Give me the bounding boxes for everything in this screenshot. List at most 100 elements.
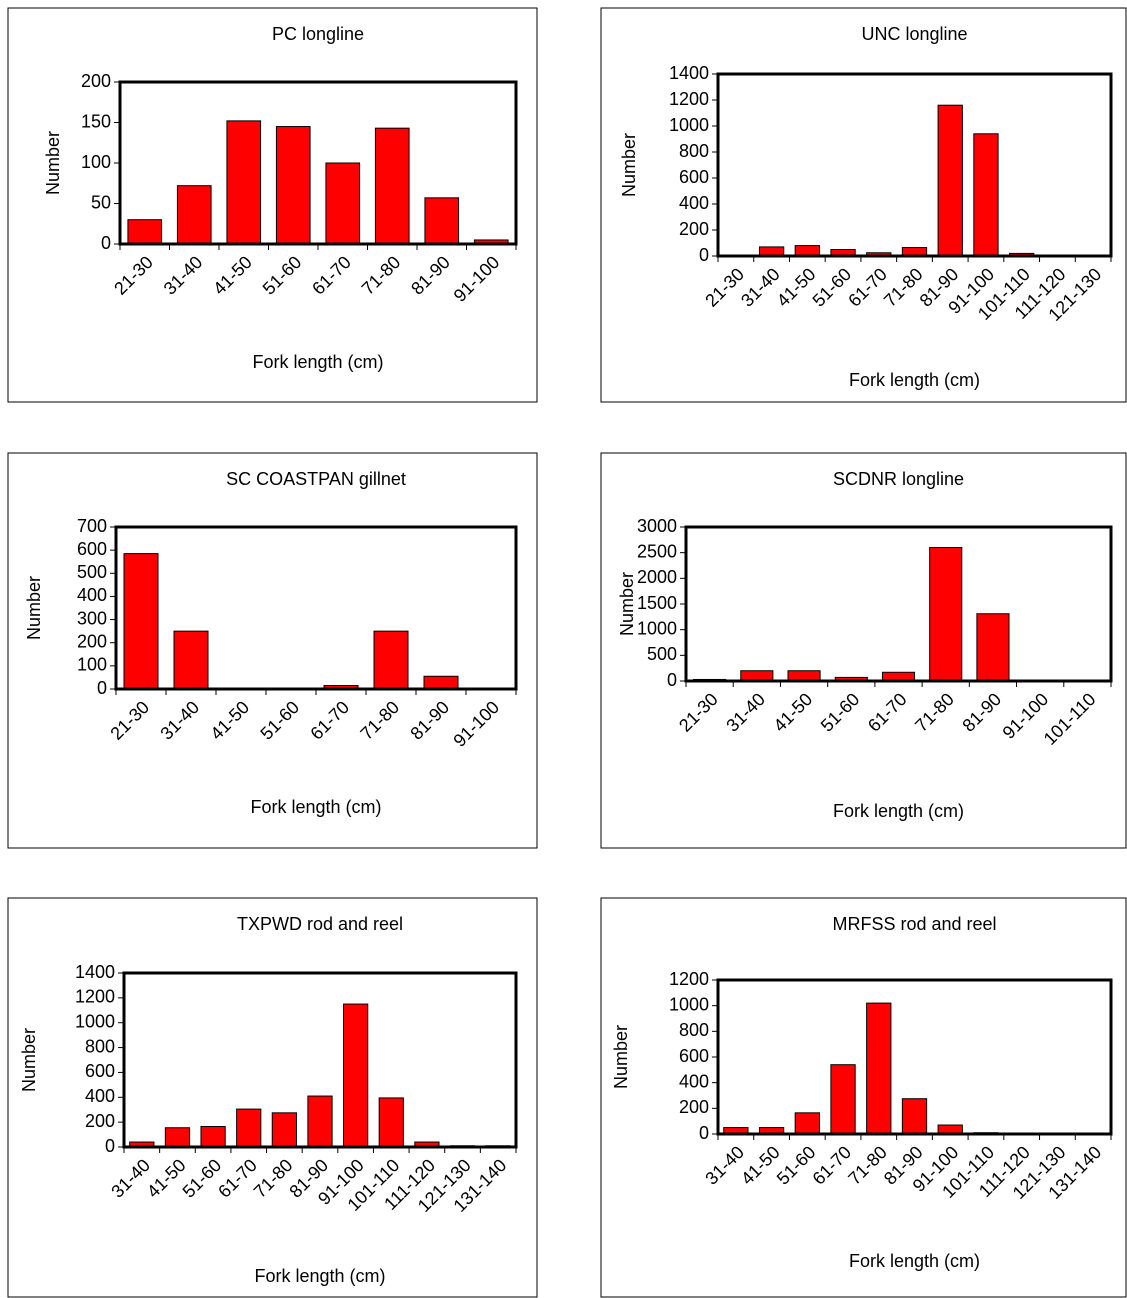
- panel-frame: [600, 452, 1127, 849]
- y-tick-label: 2000: [637, 567, 677, 587]
- bar: [787, 670, 821, 682]
- chart-title: MRFSS rod and reel: [832, 914, 996, 934]
- bar: [937, 104, 963, 257]
- y-tick-label: 200: [85, 1111, 115, 1131]
- y-tick-label: 100: [81, 152, 111, 172]
- x-axis-title: Fork length (cm): [250, 797, 381, 817]
- y-tick-label: 1200: [75, 987, 115, 1007]
- y-axis-title: Number: [24, 576, 44, 640]
- y-axis-title: Number: [617, 572, 637, 636]
- bar: [164, 1127, 191, 1148]
- y-tick-label: 400: [77, 585, 107, 605]
- bar: [374, 127, 410, 245]
- bar: [866, 1002, 892, 1135]
- y-tick-label: 1000: [669, 994, 709, 1014]
- y-tick-label: 1000: [669, 115, 709, 135]
- plot-frame: [684, 525, 1113, 683]
- y-tick-label: 600: [679, 167, 709, 187]
- bar: [236, 1108, 262, 1148]
- panel-frame: [7, 897, 538, 1298]
- y-axis-title: Number: [19, 1028, 39, 1092]
- plot-frame: [118, 80, 518, 246]
- bar: [378, 1097, 404, 1148]
- bar: [740, 670, 774, 682]
- bar: [794, 1112, 820, 1135]
- y-tick-label: 1000: [75, 1011, 115, 1031]
- chart-title: PC longline: [272, 24, 364, 44]
- bar: [275, 126, 311, 245]
- y-tick-label: 0: [101, 233, 111, 253]
- x-axis-title: Fork length (cm): [849, 1251, 980, 1271]
- panel-frame: [600, 897, 1127, 1298]
- y-tick-label: 0: [667, 670, 677, 690]
- bar: [424, 197, 460, 245]
- y-tick-label: 800: [679, 1020, 709, 1040]
- plot-frame: [122, 971, 518, 1149]
- y-tick-label: 150: [81, 111, 111, 131]
- y-tick-label: 200: [81, 71, 111, 91]
- x-axis-title: Fork length (cm): [833, 801, 964, 821]
- y-tick-label: 800: [85, 1036, 115, 1056]
- chart-title: SCDNR longline: [833, 469, 964, 489]
- y-tick-label: 300: [77, 608, 107, 628]
- plot-frame: [716, 978, 1113, 1136]
- y-tick-label: 500: [647, 644, 677, 664]
- bar: [123, 553, 159, 690]
- bar: [173, 630, 209, 690]
- x-axis-title: Fork length (cm): [252, 352, 383, 372]
- x-axis-title: Fork length (cm): [849, 370, 980, 390]
- y-tick-label: 500: [77, 562, 107, 582]
- y-tick-label: 0: [699, 1123, 709, 1143]
- y-tick-label: 1400: [669, 63, 709, 83]
- y-tick-label: 200: [77, 631, 107, 651]
- y-tick-label: 50: [91, 192, 111, 212]
- y-axis-title: Number: [611, 1025, 631, 1089]
- y-axis-title: Number: [43, 131, 63, 195]
- y-tick-label: 400: [679, 1071, 709, 1091]
- y-tick-label: 0: [699, 245, 709, 265]
- y-axis-title: Number: [619, 133, 639, 197]
- y-tick-label: 600: [85, 1061, 115, 1081]
- y-tick-label: 1000: [637, 618, 677, 638]
- bar: [929, 547, 963, 682]
- y-tick-label: 200: [679, 1097, 709, 1117]
- y-tick-label: 1500: [637, 593, 677, 613]
- y-tick-label: 0: [97, 678, 107, 698]
- y-tick-label: 100: [77, 655, 107, 675]
- y-tick-label: 1400: [75, 962, 115, 982]
- y-tick-label: 0: [105, 1136, 115, 1156]
- bar: [307, 1095, 333, 1148]
- y-tick-label: 1200: [669, 969, 709, 989]
- bar: [901, 1098, 928, 1135]
- bar: [794, 245, 820, 257]
- bar: [325, 162, 361, 245]
- bar: [127, 219, 163, 245]
- y-tick-label: 400: [679, 193, 709, 213]
- bar: [226, 120, 262, 245]
- y-tick-label: 700: [77, 516, 107, 536]
- y-tick-label: 600: [679, 1046, 709, 1066]
- chart-title: TXPWD rod and reel: [237, 914, 403, 934]
- y-tick-label: 400: [85, 1086, 115, 1106]
- y-tick-label: 600: [77, 539, 107, 559]
- bar: [423, 675, 459, 690]
- plot-frame: [114, 525, 518, 691]
- panel-frame: [7, 452, 538, 849]
- plot-frame: [716, 72, 1113, 258]
- bar: [343, 1003, 369, 1148]
- bar: [976, 613, 1010, 682]
- bar: [830, 1064, 856, 1135]
- bar: [373, 630, 409, 690]
- x-axis-title: Fork length (cm): [254, 1266, 385, 1286]
- bar: [973, 133, 999, 257]
- bar: [271, 1112, 297, 1148]
- chart-title: UNC longline: [861, 24, 967, 44]
- bar: [176, 185, 212, 245]
- y-tick-label: 200: [679, 219, 709, 239]
- bar: [200, 1125, 226, 1148]
- chart-title: SC COASTPAN gillnet: [226, 469, 406, 489]
- y-tick-label: 3000: [637, 516, 677, 536]
- y-tick-label: 2500: [637, 541, 677, 561]
- y-tick-label: 800: [679, 141, 709, 161]
